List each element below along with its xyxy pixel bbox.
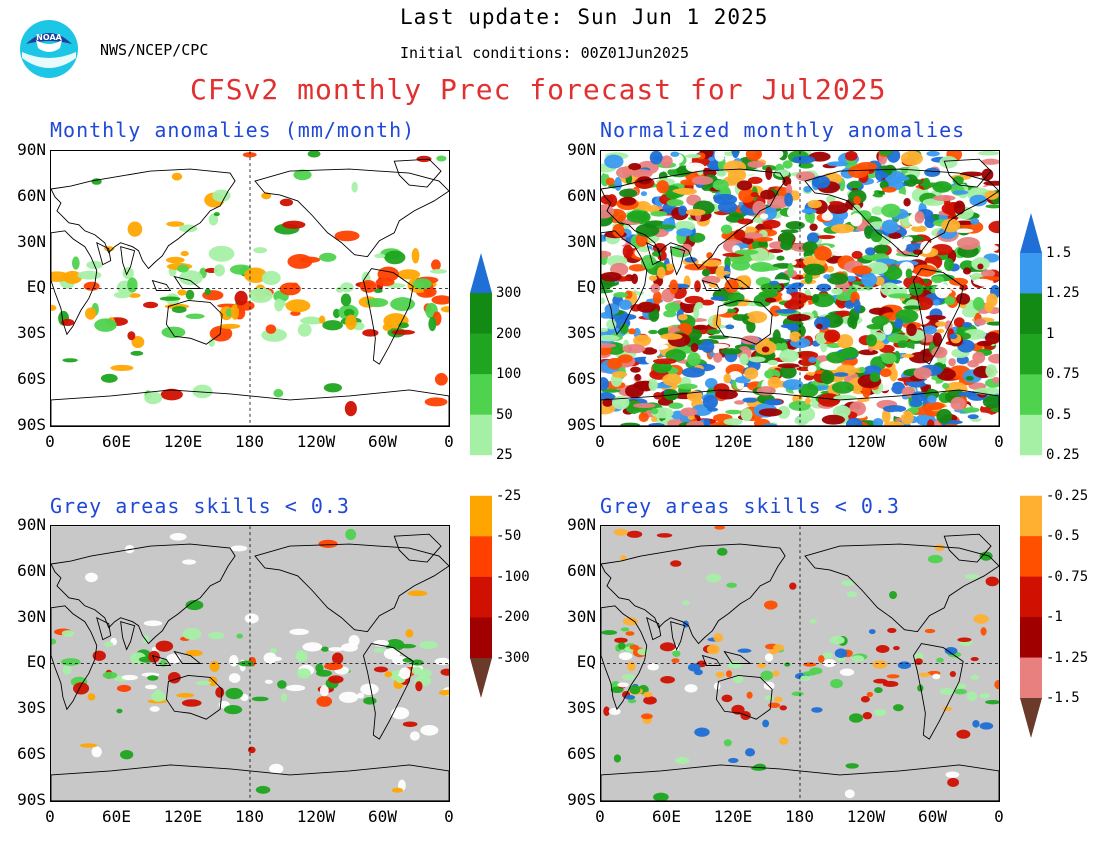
lat-label: 60N: [567, 560, 596, 580]
lon-label: 180: [785, 807, 814, 826]
lat-label: EQ: [26, 277, 46, 297]
colorbar-label: -0.75: [1046, 568, 1089, 585]
lat-label: 60S: [567, 744, 596, 763]
panel-title-bottom-left: Grey areas skills < 0.3: [50, 494, 350, 518]
lon-label: 0: [595, 432, 605, 451]
lon-label: 120W: [296, 432, 336, 451]
logo-text: NOAA: [36, 33, 62, 42]
colorbar-label: -200: [496, 609, 530, 626]
colorbar-label: 300: [496, 285, 522, 301]
lat-label: 90S: [567, 789, 596, 809]
lat-label: 60N: [17, 185, 46, 205]
colorbar-label: -1: [1046, 609, 1063, 626]
lon-label: 60W: [918, 807, 947, 826]
colorbar-label: 0.5: [1046, 406, 1072, 423]
lat-label: 30S: [567, 323, 596, 343]
map-normalized-anomalies: [600, 150, 1000, 427]
initial-conditions-text: Initial conditions: 00Z01Jun2025: [400, 44, 689, 62]
lon-label: 60E: [652, 432, 681, 451]
lat-label: 90S: [567, 414, 596, 434]
lat-label: 30S: [17, 698, 46, 718]
lat-label: 30N: [17, 606, 46, 626]
panel-title-bottom-right: Grey areas skills < 0.3: [600, 494, 900, 518]
lon-label: 60E: [652, 807, 681, 826]
lat-label: EQ: [576, 652, 596, 672]
colorbar-label: 50: [496, 406, 513, 423]
panel-title-top-left: Monthly anomalies (mm/month): [50, 118, 416, 142]
lat-label: 60S: [17, 744, 46, 763]
colorbar-label: 0.75: [1046, 366, 1080, 383]
panel-title-top-right: Normalized monthly anomalies: [600, 118, 966, 142]
colorbar-normalized: [1020, 213, 1042, 738]
colorbar-label: -50: [496, 528, 522, 545]
lon-label: 60E: [102, 432, 131, 451]
colorbar-label: 1: [1046, 325, 1055, 342]
lon-label: 120E: [713, 432, 753, 451]
colorbar-label: -100: [496, 568, 530, 585]
noaa-logo: NOAA: [18, 18, 80, 80]
lon-label: 180: [235, 807, 264, 826]
lat-label: 90N: [17, 515, 46, 534]
lon-label: 120E: [163, 432, 203, 451]
lon-label: 60W: [368, 807, 397, 826]
lon-label: 120W: [846, 432, 886, 451]
lat-label: EQ: [26, 652, 46, 672]
lat-label: 60S: [17, 369, 46, 388]
lat-label: 90N: [567, 515, 596, 534]
colorbar-label: 100: [496, 366, 522, 383]
lon-label: 60W: [918, 432, 947, 451]
lon-label: 0: [444, 432, 454, 451]
lon-label: 0: [994, 807, 1004, 826]
lon-label: 0: [444, 807, 454, 826]
lon-label: 60W: [368, 432, 397, 451]
colorbar-label: 25: [496, 447, 513, 464]
colorbar-label: -1.25: [1046, 649, 1089, 666]
lat-label: 90N: [567, 140, 596, 159]
lon-label: 60E: [102, 807, 131, 826]
colorbar-label: 200: [496, 325, 522, 342]
map-skill-masked-normalized: [600, 525, 1000, 802]
lat-label: 30N: [567, 231, 596, 251]
lon-label: 120W: [296, 807, 336, 826]
colorbar-label: -0.5: [1046, 528, 1080, 545]
lon-label: 0: [595, 807, 605, 826]
colorbar-label: -0.25: [1046, 487, 1089, 504]
lon-label: 120W: [846, 807, 886, 826]
colorbar-label: 1.5: [1046, 245, 1072, 261]
lon-label: 0: [45, 432, 55, 451]
lat-label: 30S: [567, 698, 596, 718]
colorbar-label: -1.5: [1046, 690, 1080, 706]
lon-label: 180: [235, 432, 264, 451]
lat-label: 30N: [17, 231, 46, 251]
colorbar-label: -300: [496, 650, 530, 666]
lat-label: 60N: [567, 185, 596, 205]
lat-label: 90S: [17, 414, 46, 434]
lat-label: 90S: [17, 789, 46, 809]
colorbar-label: 0.25: [1046, 447, 1080, 464]
lat-label: 60S: [567, 369, 596, 388]
lon-label: 0: [45, 807, 55, 826]
agency-text: NWS/NCEP/CPC: [100, 41, 209, 59]
lat-label: EQ: [576, 277, 596, 297]
lon-label: 0: [994, 432, 1004, 451]
main-title: CFSv2 monthly Prec forecast for Jul2025: [190, 73, 887, 106]
lat-label: 90N: [17, 140, 46, 159]
lat-label: 60N: [17, 560, 46, 580]
map-monthly-anomalies: [50, 150, 450, 427]
lat-label: 30N: [567, 606, 596, 626]
last-update-text: Last update: Sun Jun 1 2025: [400, 5, 769, 29]
map-skill-masked-anomalies: [50, 525, 450, 802]
colorbar-mm-month: [470, 253, 492, 698]
lon-label: 120E: [713, 807, 753, 826]
colorbar-label: 1.25: [1046, 285, 1080, 302]
lon-label: 180: [785, 432, 814, 451]
lat-label: 30S: [17, 323, 46, 343]
colorbar-label: -25: [496, 487, 522, 504]
lon-label: 120E: [163, 807, 203, 826]
